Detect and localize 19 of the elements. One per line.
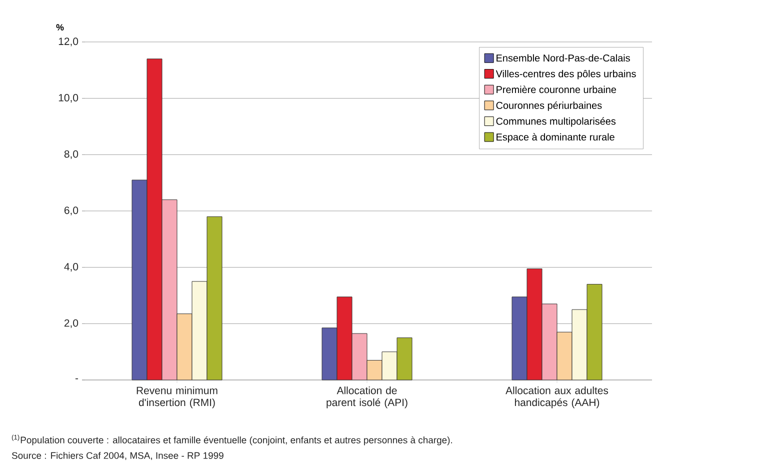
y-tick-label: 12,0 [58,38,78,46]
y-tick-label: 6,0 [64,206,78,216]
y-tick-label: 8,0 [64,150,78,159]
y-tick-label: 2,0 [64,319,78,328]
y-tick-label: 4,0 [64,263,78,272]
legend-label: Villes-centres des pôles urbains [496,70,636,80]
legend-label: Première couronne urbaine [496,86,616,94]
y-tick-label: 10,0 [58,94,78,103]
legend-label: Ensemble Nord-Pas-de-Calais [496,54,630,62]
legend-label: Espace à dominante rurale [496,133,614,143]
y-axis-title: % [56,24,64,30]
legend-label: Communes multipolarisées [496,117,616,127]
x-tick-label: Allocation aux adultes handicapés (AAH) [506,386,608,408]
y-tick-label: - [75,378,78,380]
text: $^{(1)}$Population couverte : allocataires et famille éventuelle (conjoint, enfants et autres personnes à charge). [12,434,452,446]
source-note: Source : Fichiers Caf 2004, MSA, Insee - RP 1999 [12,452,224,460]
legend-label: Couronnes périurbaines [496,101,602,111]
x-tick-label: Allocation de parent isolé (API) [326,386,408,408]
x-tick-label: Revenu minimum d'insertion (RMI) [136,386,218,408]
